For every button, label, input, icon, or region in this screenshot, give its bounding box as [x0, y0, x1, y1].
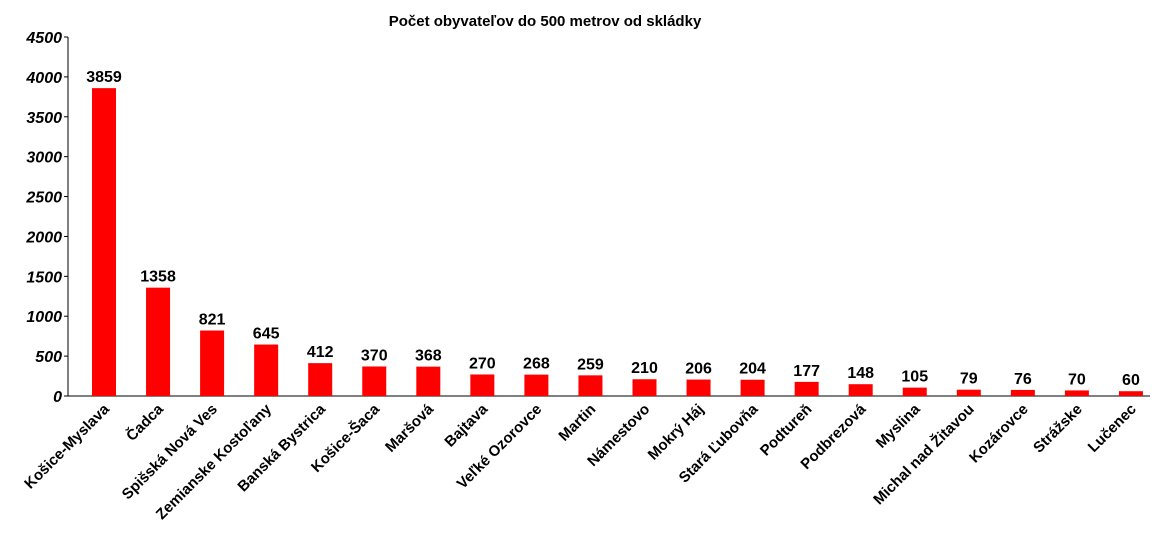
bar: [578, 375, 603, 396]
y-tick-label: 1000: [26, 309, 62, 326]
data-label: 368: [415, 348, 442, 365]
data-label: 60: [1122, 372, 1140, 389]
y-tick-label: 2500: [25, 190, 62, 207]
bar: [416, 366, 441, 396]
data-label: 210: [631, 360, 658, 377]
bar: [200, 330, 225, 396]
bar: [146, 287, 171, 396]
x-tick-label: Martin: [555, 401, 599, 445]
y-tick-label: 0: [53, 389, 62, 406]
bar: [686, 379, 711, 396]
bar: [902, 387, 927, 396]
bar: [362, 366, 387, 396]
data-label: 1358: [140, 269, 176, 286]
y-tick-label: 1500: [26, 269, 62, 286]
data-label: 270: [469, 355, 496, 372]
data-label: 76: [1014, 371, 1032, 388]
bar: [740, 379, 765, 396]
bar: [956, 389, 981, 396]
bar: [848, 384, 873, 396]
x-tick-label: Strážske: [1030, 401, 1086, 457]
data-label: 370: [361, 347, 388, 364]
data-label: 645: [253, 326, 280, 343]
x-tick-label: Košice-Myslava: [21, 400, 113, 492]
x-tick-label: Spišská Nová Ves: [119, 401, 221, 503]
bar: [254, 344, 279, 396]
y-tick-label: 4000: [25, 70, 62, 87]
x-tick-label: Kozárovce: [966, 401, 1032, 467]
x-tick-label: Michal nad Žitavou: [869, 400, 977, 508]
y-tick-label: 3000: [26, 150, 62, 167]
data-label: 79: [960, 371, 978, 388]
data-label: 821: [199, 312, 226, 329]
x-tick-label: Čadca: [122, 400, 167, 445]
data-label: 177: [793, 363, 820, 380]
x-tick-label: Bajtava: [441, 400, 491, 450]
data-label: 3859: [86, 69, 122, 86]
data-label: 206: [685, 361, 712, 378]
y-tick-label: 4500: [25, 30, 62, 47]
chart-title: Počet obyvateľov do 500 metrov od skládk…: [389, 13, 702, 30]
x-tick-label: Myslina: [873, 400, 924, 451]
y-tick-label: 500: [35, 349, 62, 366]
bar: [1010, 389, 1035, 396]
y-tick-label: 2000: [25, 229, 62, 246]
x-tick-label: Lučenec: [1085, 401, 1140, 456]
bar: [308, 363, 333, 396]
data-label: 259: [577, 356, 604, 373]
bar: [92, 88, 116, 396]
bar: [524, 374, 549, 396]
data-label: 412: [307, 344, 334, 361]
bar: [470, 374, 495, 396]
bar: [1064, 390, 1089, 396]
data-label: 268: [523, 356, 550, 373]
bar: [1118, 391, 1143, 396]
y-tick-label: 3500: [26, 110, 62, 127]
bar: [794, 381, 819, 396]
data-label: 148: [847, 365, 874, 382]
x-tick-label: Maršová: [382, 400, 438, 456]
data-label: 204: [739, 361, 766, 378]
bar: [632, 379, 657, 396]
data-label: 105: [901, 369, 928, 386]
data-label: 70: [1068, 371, 1086, 388]
